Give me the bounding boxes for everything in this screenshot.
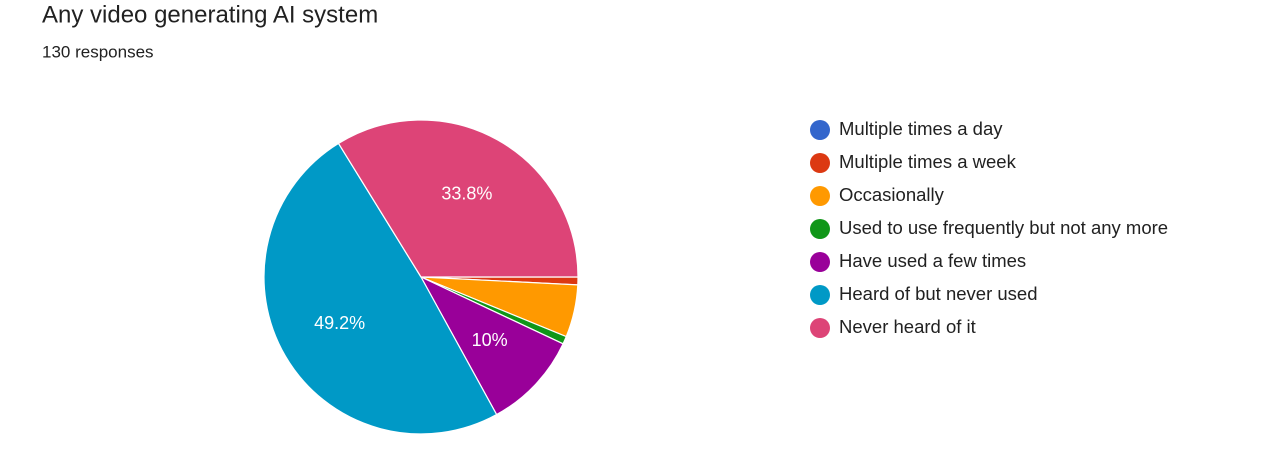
legend-label: Never heard of it [839, 316, 976, 337]
slice-label: 10% [472, 330, 508, 350]
pie-slice [337, 119, 579, 278]
legend-marker [810, 219, 830, 239]
legend-label: Multiple times a week [839, 151, 1017, 172]
legend-marker [810, 252, 830, 272]
pie-slice [419, 275, 564, 416]
slice-label: 49.2% [314, 313, 365, 333]
legend-label: Used to use frequently but not any more [839, 217, 1168, 238]
legend-label: Have used a few times [839, 250, 1026, 271]
legend-marker [810, 186, 830, 206]
legend-label: Occasionally [839, 184, 945, 205]
chart-subtitle: 130 responses [42, 42, 154, 61]
chart-title: Any video generating AI system [42, 1, 378, 28]
legend-marker [810, 120, 830, 140]
legend-marker [810, 318, 830, 338]
legend-label: Multiple times a day [839, 118, 1003, 139]
legend-marker [810, 285, 830, 305]
legend-marker [810, 153, 830, 173]
pie-slice [263, 142, 498, 435]
slice-label: 33.8% [441, 183, 492, 203]
legend-label: Heard of but never used [839, 283, 1038, 304]
